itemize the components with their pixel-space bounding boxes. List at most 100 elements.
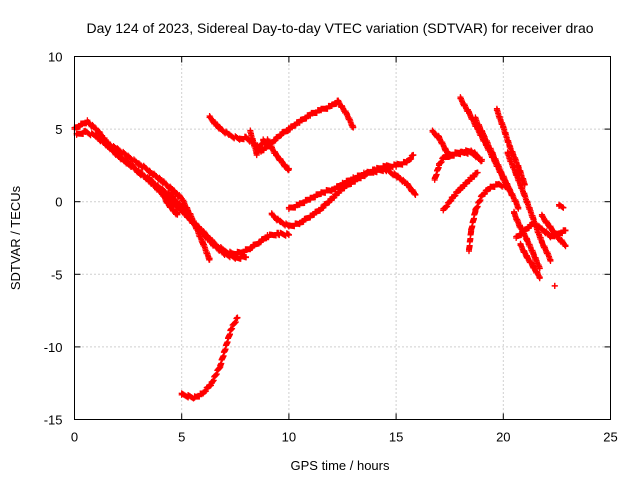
data-point <box>350 175 357 182</box>
x-axis-label: GPS time / hours <box>291 458 390 473</box>
series-markers <box>285 165 419 211</box>
data-point <box>538 213 545 220</box>
data-point <box>285 223 292 230</box>
data-point <box>335 98 342 105</box>
chart-title: Day 124 of 2023, Sidereal Day-to-day VTE… <box>86 20 593 36</box>
data-point <box>92 126 99 133</box>
data-point <box>277 131 284 138</box>
data-point <box>523 253 530 260</box>
data-point <box>474 169 481 176</box>
data-point <box>125 153 132 160</box>
data-point <box>285 232 292 239</box>
data-point <box>530 250 537 257</box>
data-point <box>328 102 335 109</box>
series-track-x <box>551 282 558 289</box>
data-point <box>403 181 410 188</box>
data-point <box>530 220 537 227</box>
data-point <box>135 168 142 175</box>
series-track-h <box>268 151 417 230</box>
data-point <box>273 152 280 159</box>
data-point <box>217 126 224 133</box>
data-point <box>538 226 545 233</box>
data-point <box>296 220 303 227</box>
series-track-p <box>493 105 528 188</box>
data-point <box>547 233 554 240</box>
data-point <box>318 189 325 196</box>
y-tick-label: 0 <box>55 195 62 210</box>
data-point <box>200 240 207 247</box>
data-point <box>281 162 288 169</box>
series-track-w <box>556 201 567 211</box>
data-point <box>513 235 520 241</box>
x-tick-label: 0 <box>71 430 78 445</box>
data-point <box>536 274 543 281</box>
data-point <box>382 166 389 173</box>
data-point <box>521 192 528 199</box>
data-point <box>435 162 442 169</box>
data-point <box>500 124 507 131</box>
data-point <box>448 195 455 202</box>
data-point <box>429 129 436 136</box>
series-track-g <box>264 136 292 174</box>
data-point <box>285 166 292 173</box>
data-point <box>440 207 447 214</box>
data-point <box>412 191 419 198</box>
data-point <box>277 219 284 226</box>
data-point <box>489 150 496 157</box>
series-track-c <box>103 139 213 263</box>
data-point <box>496 181 503 188</box>
data-point <box>506 143 513 150</box>
data-point <box>146 168 153 175</box>
data-point <box>114 146 121 153</box>
data-point <box>234 314 241 321</box>
y-tick-label: -10 <box>44 340 63 355</box>
data-point <box>446 152 453 159</box>
data-point <box>551 282 558 289</box>
data-point <box>157 176 164 183</box>
data-point <box>206 114 213 121</box>
data-point <box>270 137 277 144</box>
data-point <box>536 265 543 272</box>
series-track-u <box>517 240 543 282</box>
data-point <box>225 131 232 138</box>
data-point <box>560 204 567 211</box>
data-point <box>255 239 262 246</box>
data-point <box>472 115 479 122</box>
x-tick-label: 10 <box>282 430 296 445</box>
data-point <box>360 171 367 178</box>
data-point <box>307 111 314 118</box>
data-point <box>562 242 569 249</box>
data-point <box>442 146 449 153</box>
data-point <box>114 152 121 159</box>
data-point <box>82 129 89 136</box>
data-point <box>157 187 164 194</box>
data-point <box>468 147 475 154</box>
data-point <box>521 227 528 234</box>
data-point <box>339 181 346 188</box>
data-point <box>84 118 91 125</box>
plot-frame <box>74 56 611 420</box>
data-point <box>515 163 522 170</box>
series-track-e <box>206 97 357 155</box>
data-point <box>236 136 243 143</box>
data-point <box>435 134 442 141</box>
data-point <box>478 192 485 199</box>
data-point <box>504 150 511 157</box>
series-track-d <box>146 175 181 218</box>
series-track-q <box>465 180 509 255</box>
data-point <box>440 155 447 162</box>
data-point <box>553 233 560 240</box>
series-track-s <box>511 208 543 272</box>
data-point <box>371 168 378 175</box>
data-point <box>328 195 335 202</box>
data-point <box>221 348 228 355</box>
data-point <box>247 129 254 136</box>
data-point <box>264 233 271 240</box>
data-point <box>285 205 292 212</box>
data-point <box>170 207 177 214</box>
data-point <box>146 176 153 183</box>
series-track-j <box>178 314 241 402</box>
data-point <box>457 149 464 156</box>
series-markers <box>466 180 509 253</box>
